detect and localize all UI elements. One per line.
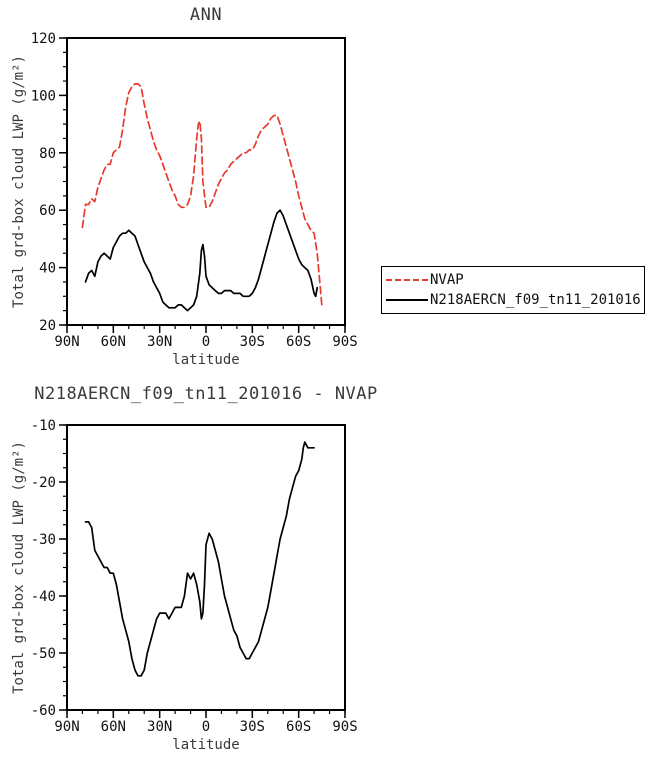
- plot-frame: [66, 37, 346, 326]
- y-tick-label: 60: [39, 203, 56, 219]
- x-tick-label: 90N: [54, 334, 79, 350]
- x-tick-label: 30S: [240, 334, 265, 350]
- bottom-chart-title: N218AERCN_f09_tn11_201016 - NVAP: [34, 384, 378, 404]
- x-tick-label: 60N: [101, 334, 126, 350]
- y-tick-label: -40: [31, 589, 56, 605]
- x-tick-label: 60N: [101, 719, 126, 735]
- x-tick-label: 60S: [286, 334, 311, 350]
- series-line-N218AERCN_f09_tn11_201016: [84, 209, 319, 312]
- legend: NVAP N218AERCN_f09_tn11_201016: [381, 266, 645, 314]
- bottom-chart-svg: 90N 60N 30N 0 30S 60S 90S -60 -50 -40 -30 -20 -10: [31, 418, 358, 735]
- legend-item-nvap: NVAP: [386, 270, 640, 290]
- legend-dashed-line-sample: [386, 279, 428, 281]
- legend-label-model: N218AERCN_f09_tn11_201016: [430, 292, 641, 308]
- y-tick-label: 40: [39, 261, 56, 277]
- x-tick-label: 30N: [147, 334, 172, 350]
- y-tick-label: -30: [31, 532, 56, 548]
- plot-frame: [66, 424, 346, 711]
- y-tick-label: -50: [31, 646, 56, 662]
- bottom-chart-x-axis-label: latitude: [172, 737, 240, 753]
- y-tick-label: 100: [31, 88, 56, 104]
- y-tick-label: 80: [39, 146, 56, 162]
- x-tick-label: 90S: [332, 334, 357, 350]
- y-tick-label: 20: [39, 318, 56, 334]
- series-line-N218AERCN_f09_tn11_201016 - NVAP: [84, 441, 315, 677]
- top-chart-x-axis-label: latitude: [172, 352, 240, 368]
- bottom-chart: N218AERCN_f09_tn11_201016 - NVAP Total g…: [0, 383, 648, 758]
- x-tick-label: 0: [202, 719, 210, 735]
- x-tick-label: 90S: [332, 719, 357, 735]
- x-tick-label: 60S: [286, 719, 311, 735]
- top-chart: ANN Total grd-box cloud LWP (g/m²) 90N 60…: [11, 5, 358, 368]
- x-tick-label: 30S: [240, 719, 265, 735]
- y-tick-label: -60: [31, 703, 56, 719]
- x-tick-label: 0: [202, 334, 210, 350]
- legend-item-model: N218AERCN_f09_tn11_201016: [386, 290, 641, 310]
- top-chart-svg: 90N 60N 30N 0 30S 60S 90S 20 40 60 80 100 120: [31, 31, 358, 350]
- legend-label-nvap: NVAP: [430, 272, 464, 288]
- series-line-NVAP: [81, 83, 323, 306]
- y-tick-label: -20: [31, 475, 56, 491]
- legend-solid-line-sample: [386, 299, 428, 301]
- y-tick-label: 120: [31, 31, 56, 47]
- y-tick-label: -10: [31, 418, 56, 434]
- x-tick-label: 90N: [54, 719, 79, 735]
- top-chart-title: ANN: [189, 5, 223, 25]
- x-tick-label: 30N: [147, 719, 172, 735]
